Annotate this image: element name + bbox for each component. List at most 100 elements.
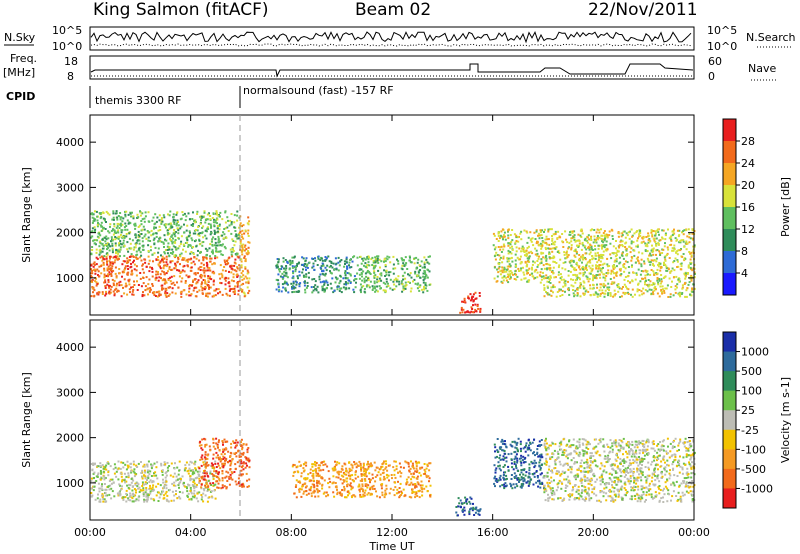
heatmap-cell: [683, 283, 686, 285]
heatmap-cell: [219, 291, 221, 294]
heatmap-cell: [211, 496, 214, 499]
heatmap-cell: [126, 272, 129, 275]
heatmap-cell: [201, 244, 204, 247]
heatmap-cell: [666, 252, 669, 255]
heatmap-cell: [147, 255, 150, 258]
heatmap-cell: [206, 457, 209, 460]
heatmap-cell: [205, 443, 208, 446]
heatmap-cell: [159, 229, 162, 231]
heatmap-cell: [378, 496, 381, 499]
heatmap-cell: [366, 486, 369, 489]
heatmap-cell: [193, 287, 196, 290]
heatmap-cell: [547, 228, 550, 231]
heatmap-cell: [587, 290, 590, 293]
heatmap-cell: [100, 225, 103, 228]
heatmap-cell: [678, 229, 681, 232]
heatmap-cell: [320, 476, 323, 479]
heatmap-cell: [236, 461, 239, 464]
heatmap-cell: [527, 280, 530, 283]
heatmap-cell: [213, 474, 216, 477]
heatmap-cell: [202, 461, 205, 464]
heatmap-cell: [310, 286, 313, 289]
heatmap-cell: [376, 495, 379, 498]
heatmap-cell: [126, 241, 129, 244]
heatmap-cell: [628, 237, 631, 240]
heatmap-cell: [201, 287, 204, 290]
heatmap-cell: [422, 291, 425, 294]
heatmap-cell: [470, 298, 473, 301]
heatmap-cell: [189, 460, 192, 463]
heatmap-cell: [541, 244, 544, 247]
heatmap-cell: [525, 249, 528, 252]
heatmap-cell: [648, 238, 651, 240]
heatmap-cell: [344, 496, 346, 499]
heatmap-cell: [221, 243, 224, 246]
heatmap-cell: [579, 286, 582, 289]
heatmap-cell: [119, 212, 122, 214]
heatmap-cell: [526, 260, 529, 263]
heatmap-cell: [424, 283, 427, 286]
heatmap-cell: [515, 246, 518, 249]
heatmap-cell: [329, 271, 332, 274]
heatmap-cell: [359, 495, 362, 498]
heatmap-cell: [280, 290, 283, 293]
heatmap-cell: [647, 234, 650, 237]
heatmap-cell: [110, 269, 112, 272]
heatmap-cell: [111, 270, 113, 273]
heatmap-cell: [605, 234, 608, 236]
heatmap-cell: [546, 277, 549, 280]
heatmap-cell: [334, 482, 337, 484]
heatmap-cell: [204, 282, 207, 285]
heatmap-cell: [241, 446, 244, 449]
heatmap-cell: [667, 248, 670, 251]
heatmap-cell: [114, 272, 117, 275]
heatmap-cell: [143, 465, 146, 468]
heatmap-cell: [91, 286, 94, 289]
heatmap-cell: [97, 270, 100, 273]
heatmap-cell: [380, 274, 383, 277]
heatmap-cell: [209, 260, 212, 263]
heatmap-cell: [553, 261, 556, 263]
heatmap-cell: [567, 254, 570, 257]
heatmap-cell: [243, 295, 246, 298]
heatmap-cell: [232, 240, 235, 242]
colorbar-swatch: [723, 119, 736, 142]
heatmap-cell: [107, 462, 110, 465]
heatmap-cell: [328, 260, 331, 263]
heatmap-cell: [223, 277, 226, 280]
heatmap-cell: [628, 245, 631, 248]
heatmap-cell: [147, 494, 150, 497]
heatmap-cell: [561, 267, 564, 270]
heatmap-cell: [172, 237, 174, 240]
heatmap-cell: [312, 491, 315, 494]
heatmap-cell: [646, 243, 649, 246]
heatmap-cell: [218, 250, 221, 253]
heatmap-cell: [601, 257, 604, 260]
heatmap-cell: [598, 257, 601, 260]
heatmap-cell: [557, 249, 560, 252]
heatmap-cell: [549, 228, 552, 231]
heatmap-cell: [198, 444, 201, 447]
heatmap-cell: [418, 264, 421, 267]
heatmap-cell: [177, 229, 180, 232]
heatmap-cell: [595, 267, 598, 270]
heatmap-cell: [338, 290, 341, 292]
heatmap-cell: [172, 484, 175, 487]
heatmap-cell: [676, 229, 679, 232]
heatmap-cell: [291, 260, 294, 263]
heatmap-cell: [583, 271, 586, 274]
heatmap-cell: [286, 261, 289, 264]
heatmap-cell: [197, 225, 200, 228]
heatmap-cell: [377, 471, 380, 474]
heatmap-cell: [167, 294, 170, 297]
heatmap-cell: [557, 271, 560, 274]
heatmap-cell: [197, 279, 200, 282]
heatmap-cell: [668, 257, 671, 259]
heatmap-cell: [673, 228, 675, 231]
heatmap-cell: [661, 292, 664, 295]
heatmap-cell: [157, 240, 160, 243]
heatmap-cell: [202, 488, 205, 490]
heatmap-cell: [128, 280, 131, 283]
heatmap-cell: [165, 287, 167, 290]
heatmap-cell: [120, 243, 123, 246]
